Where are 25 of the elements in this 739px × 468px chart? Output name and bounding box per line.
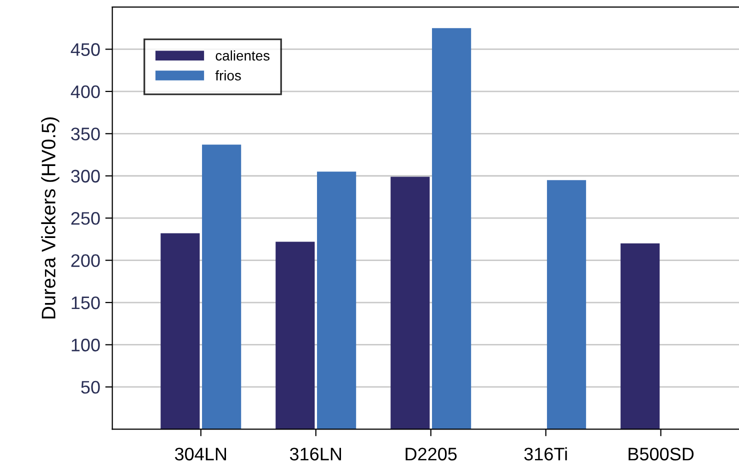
x-tick-label: D2205 bbox=[406, 448, 457, 460]
x-tick-label: 316LN bbox=[290, 448, 341, 460]
bar bbox=[276, 242, 315, 430]
legend-label: frios bbox=[215, 70, 241, 80]
x-tick-label: 304LN bbox=[174, 448, 226, 460]
y-axis-title: Dureza Vickers (HV0.5) bbox=[41, 117, 60, 318]
x-tick-label: 316Ti bbox=[524, 447, 567, 460]
bar bbox=[160, 233, 200, 430]
y-tick-label: 50 bbox=[81, 380, 100, 394]
y-tick-label: 350 bbox=[71, 128, 100, 140]
bar bbox=[317, 172, 356, 430]
bar bbox=[620, 243, 660, 430]
y-tick-label: 300 bbox=[71, 170, 100, 183]
x-tick-label: B500SD bbox=[628, 448, 694, 460]
legend-label: calientes bbox=[216, 50, 270, 61]
y-tick-label: 450 bbox=[70, 43, 100, 56]
bar bbox=[432, 28, 472, 430]
bar bbox=[390, 176, 430, 430]
y-tick-label: 200 bbox=[71, 254, 100, 268]
y-tick-label: 250 bbox=[71, 212, 100, 225]
bar bbox=[546, 180, 586, 430]
y-tick-label: 400 bbox=[70, 85, 100, 98]
bar bbox=[202, 144, 242, 430]
y-tick-label: 100 bbox=[72, 338, 100, 352]
y-tick-label: 150 bbox=[72, 296, 100, 310]
